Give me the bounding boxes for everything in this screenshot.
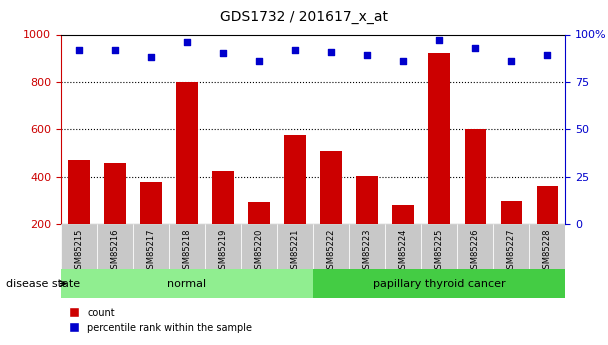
Point <box>290 47 300 52</box>
Legend: count, percentile rank within the sample: count, percentile rank within the sample <box>66 304 256 337</box>
Bar <box>277 224 313 269</box>
Point <box>254 58 264 64</box>
Bar <box>241 224 277 269</box>
Text: GSM85226: GSM85226 <box>471 229 480 274</box>
Bar <box>212 171 234 224</box>
Bar <box>313 269 565 298</box>
Text: GSM85225: GSM85225 <box>435 229 444 274</box>
Bar <box>205 224 241 269</box>
Text: GSM85221: GSM85221 <box>291 229 300 274</box>
Point <box>362 52 372 58</box>
Bar <box>493 224 530 269</box>
Bar <box>530 224 565 269</box>
Text: GDS1732 / 201617_x_at: GDS1732 / 201617_x_at <box>220 10 388 24</box>
Point <box>471 45 480 51</box>
Point <box>74 47 84 52</box>
Bar <box>421 224 457 269</box>
Text: GSM85215: GSM85215 <box>74 229 83 274</box>
Bar <box>313 224 349 269</box>
Text: GSM85220: GSM85220 <box>255 229 263 274</box>
Bar <box>68 160 89 224</box>
Text: GSM85227: GSM85227 <box>507 229 516 274</box>
Text: GSM85218: GSM85218 <box>182 229 192 274</box>
Text: GSM85217: GSM85217 <box>147 229 156 274</box>
Bar <box>61 269 313 298</box>
Point <box>434 37 444 43</box>
Bar <box>537 186 558 224</box>
Point <box>218 51 228 56</box>
Point <box>182 39 192 45</box>
Text: GSM85223: GSM85223 <box>363 229 371 274</box>
Bar <box>169 224 205 269</box>
Bar <box>133 224 169 269</box>
Point <box>398 58 408 64</box>
Text: papillary thyroid cancer: papillary thyroid cancer <box>373 279 506 289</box>
Bar <box>349 224 385 269</box>
Bar <box>320 151 342 224</box>
Bar <box>248 202 270 224</box>
Bar <box>500 200 522 224</box>
Bar <box>104 162 126 224</box>
Bar <box>176 82 198 224</box>
Text: GSM85222: GSM85222 <box>326 229 336 274</box>
Text: disease state: disease state <box>6 279 80 288</box>
Bar <box>97 224 133 269</box>
Bar <box>457 224 493 269</box>
Text: GSM85216: GSM85216 <box>111 229 119 274</box>
Text: GSM85228: GSM85228 <box>543 229 552 274</box>
Bar <box>140 181 162 224</box>
Point <box>326 49 336 55</box>
Bar <box>429 53 450 224</box>
Point <box>506 58 516 64</box>
Text: GSM85219: GSM85219 <box>218 229 227 274</box>
Bar <box>285 135 306 224</box>
Bar <box>356 176 378 224</box>
Bar <box>465 129 486 224</box>
Bar <box>385 224 421 269</box>
Point <box>110 47 120 52</box>
Point <box>146 55 156 60</box>
Bar <box>61 224 97 269</box>
Point <box>542 52 552 58</box>
Text: normal: normal <box>167 279 207 289</box>
Text: GSM85224: GSM85224 <box>399 229 408 274</box>
Bar <box>392 205 414 224</box>
